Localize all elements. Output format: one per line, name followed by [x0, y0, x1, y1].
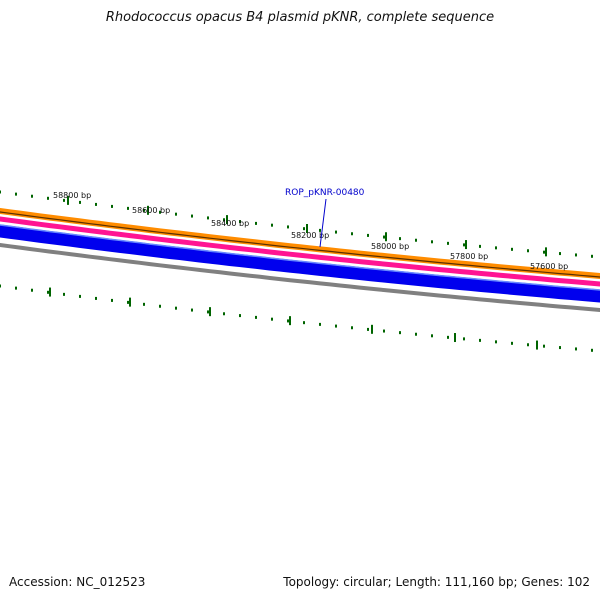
- orange-band-outline: [0, 211, 600, 278]
- gene-leader-line: [319, 198, 327, 248]
- orange-feature-band: [0, 207, 600, 280]
- scale-label: 57800 bp: [450, 252, 488, 261]
- blue-feature-band: [0, 224, 600, 303]
- gene-annotation: ROP_pKNR-00480: [285, 188, 365, 248]
- feature-bands: [0, 207, 600, 313]
- topology-summary: Topology: circular; Length: 111,160 bp; …: [283, 575, 590, 589]
- grey-feature-band: [0, 242, 600, 313]
- scale-label: 57600 bp: [530, 262, 568, 271]
- tick-marks: [0, 190, 593, 352]
- scale-label: 58200 bp: [291, 231, 329, 240]
- page-title: Rhodococcus opacus B4 plasmid pKNR, comp…: [105, 10, 495, 25]
- scale-label: 58000 bp: [371, 242, 409, 251]
- accession-label: Accession: NC_012523: [9, 575, 146, 589]
- gene-label[interactable]: ROP_pKNR-00480: [285, 188, 365, 198]
- scale-label: 58400 bp: [211, 219, 249, 228]
- blue-band-highlight: [0, 224, 600, 291]
- scale-label: 58800 bp: [53, 191, 91, 200]
- pink-feature-band: [0, 216, 600, 287]
- scale-labels: 58800 bp 58600 bp 58400 bp 58200 bp 58000 bp…: [53, 191, 568, 271]
- scale-label: 58600 bp: [132, 206, 170, 215]
